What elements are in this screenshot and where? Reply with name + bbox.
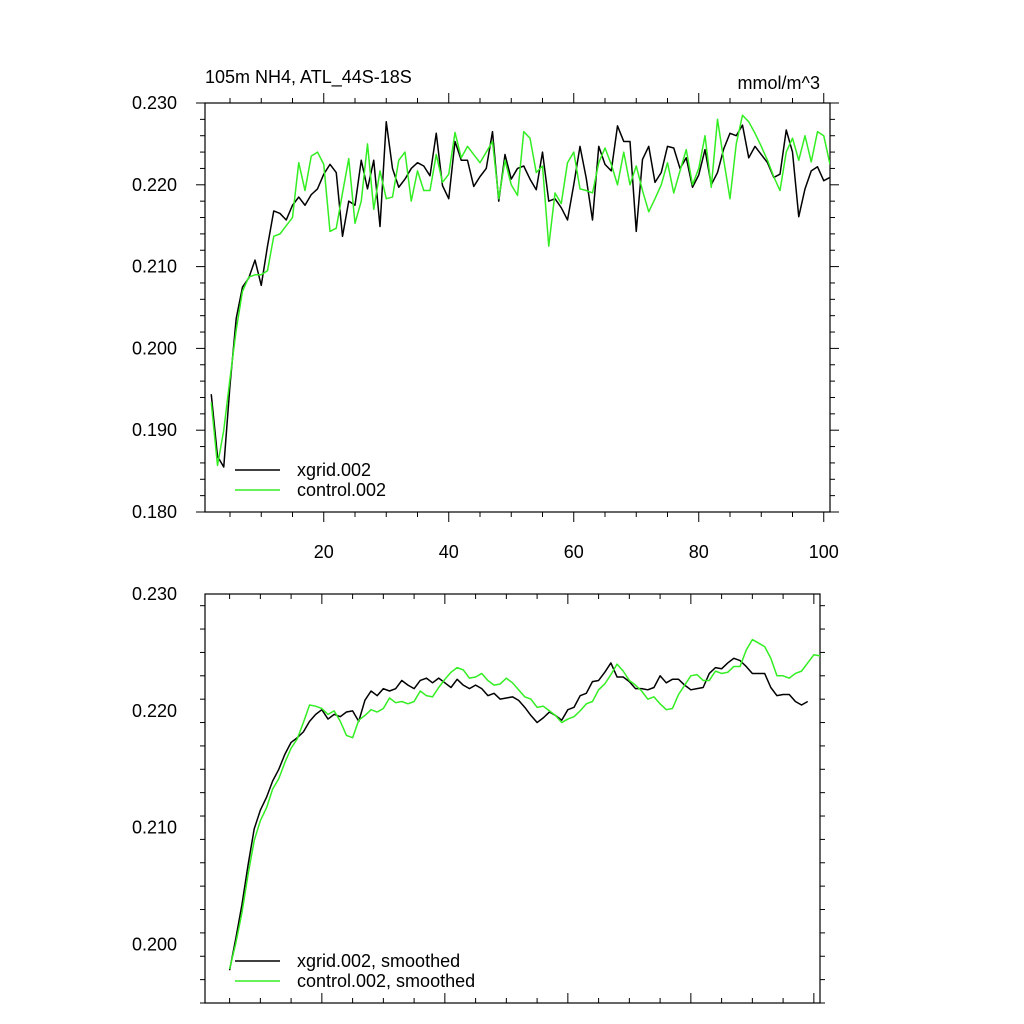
- y-tick-label: 0.210: [132, 818, 177, 838]
- x-tick-label: 100: [809, 542, 839, 562]
- y-tick-label: 0.220: [132, 175, 177, 195]
- legend-label: control.002, smoothed: [297, 971, 475, 991]
- x-tick-label: 60: [564, 542, 584, 562]
- x-tick-label: 40: [439, 542, 459, 562]
- series-line-black: [210, 121, 830, 468]
- y-tick-label: 0.200: [132, 935, 177, 955]
- y-tick-label: 0.220: [132, 701, 177, 721]
- plot-frame: [204, 593, 821, 1004]
- y-tick-label: 0.210: [132, 257, 177, 277]
- y-tick-label: 0.230: [132, 584, 177, 604]
- y-tick-label: 0.200: [132, 338, 177, 358]
- y-tick-label: 0.190: [132, 420, 177, 440]
- plot-frame: [204, 102, 831, 513]
- legend-label: xgrid.002, smoothed: [297, 951, 460, 971]
- series-line-green: [228, 638, 820, 970]
- legend-label: xgrid.002: [297, 460, 371, 480]
- legend-label: control.002: [297, 480, 386, 500]
- units-label: mmol/m^3: [738, 73, 820, 93]
- series-line-black: [228, 657, 809, 971]
- y-tick-label: 0.230: [132, 93, 177, 113]
- y-tick-label: 0.180: [132, 502, 177, 522]
- x-tick-label: 80: [689, 542, 709, 562]
- bottom-panel: 0.200 0.210 0.220 0.230 xgrid.002, smoothedc…: [132, 584, 825, 1004]
- chart-title: 105m NH4, ATL_44S-18S: [205, 67, 412, 88]
- top-panel: 0.180 0.190 0.200 0.210 0.220 0.230 20 40 60 80 10…: [132, 67, 839, 562]
- x-tick-label: 20: [314, 542, 334, 562]
- series-line-green: [210, 114, 830, 467]
